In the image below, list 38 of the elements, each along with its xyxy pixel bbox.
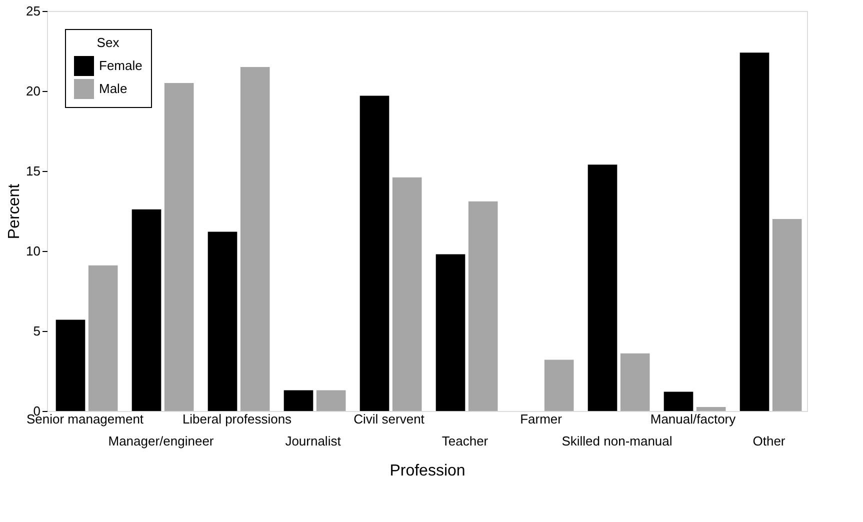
y-tick-label: 25 (26, 4, 40, 18)
bar (360, 96, 390, 411)
bar (588, 164, 618, 411)
bar (436, 254, 466, 411)
bar (56, 320, 86, 411)
x-tick-label: Farmer (520, 412, 563, 426)
x-tick-label: Teacher (442, 434, 489, 448)
bar (164, 83, 194, 411)
bar (240, 67, 270, 411)
bar (740, 52, 770, 411)
y-axis-title: Percent (6, 183, 24, 240)
bar (468, 201, 498, 411)
bar (696, 407, 726, 411)
legend-title: Sex (96, 35, 120, 50)
bar (664, 392, 694, 411)
x-tick-label: Manual/factory (650, 412, 736, 426)
bar (88, 265, 118, 411)
bar (316, 390, 346, 411)
bar (208, 232, 238, 411)
y-tick-label: 20 (26, 84, 40, 98)
y-tick-label: 5 (33, 324, 40, 338)
bar (284, 390, 314, 411)
bar (132, 209, 162, 411)
bar (772, 219, 802, 411)
x-axis-title: Profession (390, 462, 466, 480)
x-tick-label: Manager/engineer (108, 434, 214, 448)
bar (544, 360, 574, 411)
y-tick-label: 15 (26, 164, 40, 178)
x-tick-label: Liberal professions (182, 412, 292, 426)
y-tick-label: 10 (26, 244, 40, 258)
bar (620, 353, 650, 411)
x-tick-label: Journalist (285, 434, 342, 448)
x-tick-label: Civil servent (354, 412, 425, 426)
x-tick-label: Skilled non-manual (562, 434, 672, 448)
bar (392, 177, 422, 411)
x-tick-label: Other (752, 434, 786, 448)
legend-label: Female (99, 58, 142, 73)
legend-label: Male (99, 81, 128, 96)
